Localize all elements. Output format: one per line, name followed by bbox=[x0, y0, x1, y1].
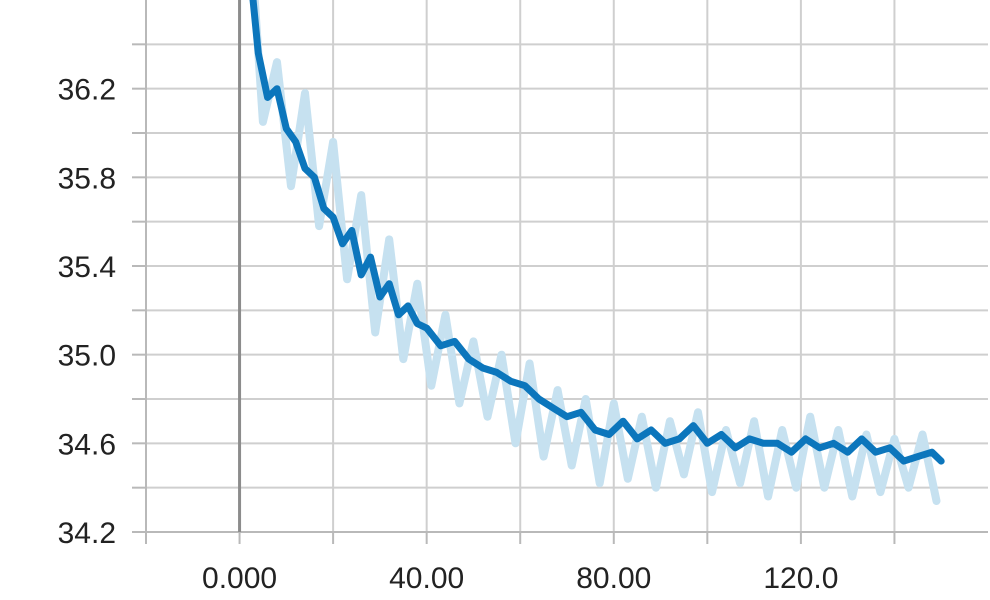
x-tick-label: 40.00 bbox=[389, 562, 464, 595]
y-tick-label: 35.0 bbox=[58, 340, 116, 373]
y-tick-label: 34.2 bbox=[58, 517, 116, 550]
y-tick-label: 36.2 bbox=[58, 74, 116, 107]
y-tick-label: 34.6 bbox=[58, 428, 116, 461]
x-tick-label: 120.0 bbox=[763, 562, 838, 595]
grid bbox=[145, 0, 988, 533]
series bbox=[249, 0, 945, 505]
y-tick-label: 35.4 bbox=[58, 251, 116, 284]
raw-series-line bbox=[250, 0, 941, 505]
y-tick-label: 35.8 bbox=[58, 162, 116, 195]
x-tick-label: 80.00 bbox=[576, 562, 651, 595]
x-tick-label: 0.000 bbox=[202, 562, 277, 595]
axes bbox=[132, 0, 988, 544]
tick-labels: 0.000 40.00 80.00 120.0 34.2 34.6 35.0 35.4 35.8… bbox=[58, 74, 839, 595]
smoothed-series-line bbox=[249, 0, 945, 465]
